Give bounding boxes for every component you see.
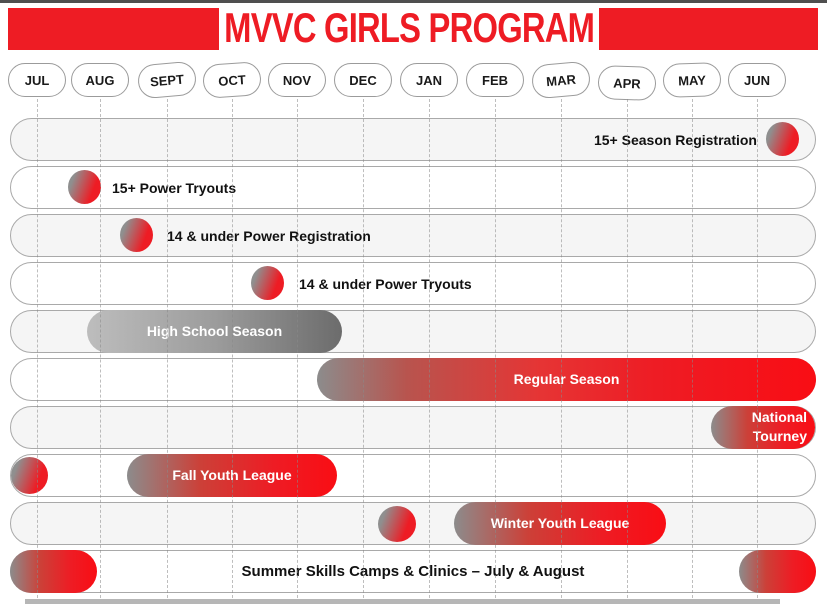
month-pill-dec: DEC xyxy=(334,63,392,97)
gridline-mar xyxy=(561,99,562,598)
timeline-marker-nov xyxy=(251,266,284,300)
top-edge-line xyxy=(0,0,827,3)
track-15plus-season-registration: 15+ Season Registration xyxy=(10,118,816,161)
track-fall-youth-league: Fall Youth League xyxy=(10,453,816,497)
bar-label: National Tourney xyxy=(751,409,807,444)
track-14u-power-tryouts: 14 & under Power Tryouts xyxy=(10,262,816,305)
gridline-feb xyxy=(495,99,496,598)
timeline-marker-jul xyxy=(11,457,48,494)
row-label: 14 & under Power Tryouts xyxy=(299,275,472,292)
gridline-may xyxy=(692,99,693,598)
gridline-nov xyxy=(297,99,298,598)
timeline-bar-winter-youth-league: Winter Youth League xyxy=(454,501,666,545)
timeline-bar-national-tourney: National Tourney xyxy=(711,405,815,449)
month-pill-jun: JUN xyxy=(728,63,786,97)
month-pill-nov: NOV xyxy=(268,63,326,97)
header-red-bar-right xyxy=(599,8,818,50)
timeline-bar-summer-july xyxy=(10,549,97,593)
track-regular-season: Regular Season xyxy=(10,357,816,401)
track-14u-power-registration: 14 & under Power Registration xyxy=(10,214,816,257)
gridline-sept xyxy=(167,99,168,598)
track-15plus-power-tryouts: 15+ Power Tryouts xyxy=(10,166,816,209)
header-red-bar-left xyxy=(8,8,219,50)
gridline-jun xyxy=(757,99,758,598)
row-label: 15+ Power Tryouts xyxy=(112,179,237,196)
gridline-oct xyxy=(232,99,233,598)
track-winter-youth-league: Winter Youth League xyxy=(10,501,816,545)
gridline-aug xyxy=(100,99,101,598)
row-label: 14 & under Power Registration xyxy=(167,227,371,244)
track-high-school-season: High School Season xyxy=(10,309,816,353)
month-pill-may: MAY xyxy=(662,61,722,99)
timeline-bar-high-school-season: High School Season xyxy=(87,309,342,353)
month-pill-aug: AUG xyxy=(71,63,129,97)
timeline-marker-sept xyxy=(120,218,153,252)
month-pill-jan: JAN xyxy=(400,63,458,97)
month-pill-feb: FEB xyxy=(466,63,524,97)
month-pill-mar: MAR xyxy=(530,60,592,100)
timeline-marker-jun xyxy=(766,122,799,156)
bottom-edge-shadow xyxy=(25,599,780,604)
month-pill-sept: SEPT xyxy=(136,60,198,100)
month-pill-oct: OCT xyxy=(201,61,263,99)
page-title-text: MVVC GIRLS PROGRAM xyxy=(224,4,595,51)
track-national-tourney: National Tourney xyxy=(10,405,816,449)
row-label: 15+ Season Registration xyxy=(593,131,757,148)
month-pill-apr: APR xyxy=(597,64,657,102)
timeline-bar-regular-season: Regular Season xyxy=(317,357,816,401)
timeline-marker-aug xyxy=(68,170,101,204)
gridline-jul xyxy=(37,99,38,598)
page-title: MVVC GIRLS PROGRAM xyxy=(220,4,598,51)
gridline-apr xyxy=(627,99,628,598)
track-summer-skills-camps: Summer Skills Camps & Clinics – July & A… xyxy=(10,549,816,593)
gridline-jan xyxy=(429,99,430,598)
gridline-dec xyxy=(363,99,364,598)
timeline-bar-summer-june xyxy=(739,549,816,593)
row-label: Summer Skills Camps & Clinics – July & A… xyxy=(241,563,585,580)
timeline-marker-dec-jan xyxy=(378,506,416,542)
month-pill-jul: JUL xyxy=(8,63,66,97)
